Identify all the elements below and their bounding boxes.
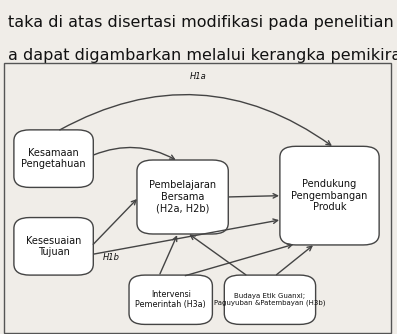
FancyBboxPatch shape [137,160,228,234]
FancyBboxPatch shape [14,130,93,187]
Text: Budaya Etik Guanxi;
Paguyuban &Patembayan (H3b): Budaya Etik Guanxi; Paguyuban &Patembaya… [214,293,326,307]
FancyBboxPatch shape [14,217,93,275]
Text: Intervensi
Pemerintah (H3a): Intervensi Pemerintah (H3a) [135,290,206,309]
FancyBboxPatch shape [280,146,379,245]
Text: Kesamaan
Pengetahuan: Kesamaan Pengetahuan [21,148,86,169]
Text: H1b: H1b [103,253,120,262]
Text: H1a: H1a [190,72,207,81]
FancyBboxPatch shape [129,275,212,324]
Text: Pembelajaran
Bersama
(H2a, H2b): Pembelajaran Bersama (H2a, H2b) [149,180,216,214]
Text: Pendukung
Pengembangan
Produk: Pendukung Pengembangan Produk [291,179,368,212]
Text: taka di atas disertasi modifikasi pada penelitian sebelu: taka di atas disertasi modifikasi pada p… [8,15,397,30]
Text: Kesesuaian
Tujuan: Kesesuaian Tujuan [26,235,81,257]
FancyBboxPatch shape [224,275,316,324]
Text: a dapat digambarkan melalui kerangka pemikiran sebag: a dapat digambarkan melalui kerangka pem… [8,48,397,63]
